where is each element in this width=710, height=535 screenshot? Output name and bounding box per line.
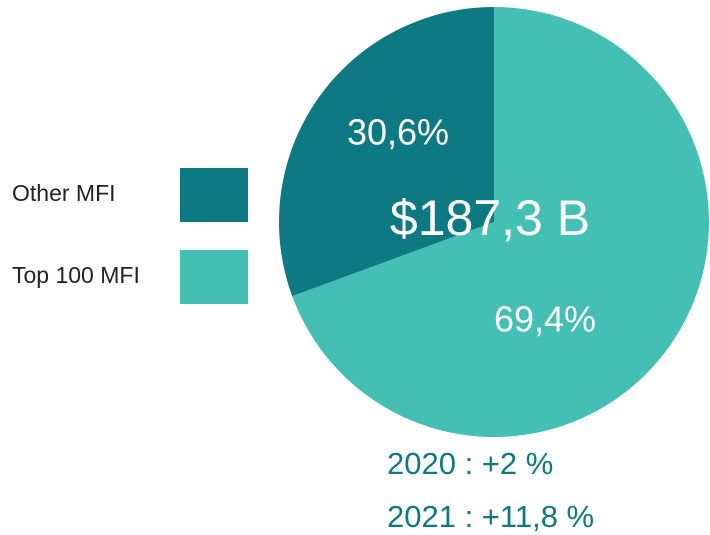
center-label: $187,3 B — [390, 190, 590, 246]
annotation: 2020 : +2 % — [387, 446, 553, 481]
slice-label: 30,6% — [347, 112, 449, 153]
pie-slice — [292, 7, 709, 437]
pie-slice — [278, 7, 494, 297]
slice-label: 69,4% — [494, 299, 596, 340]
annotation: 2021 : +11,8 % — [387, 499, 594, 534]
legend-swatch — [180, 250, 248, 304]
legend-label: Top 100 MFI — [12, 262, 140, 288]
legend-swatch — [180, 168, 248, 222]
legend-label: Other MFI — [12, 180, 116, 206]
